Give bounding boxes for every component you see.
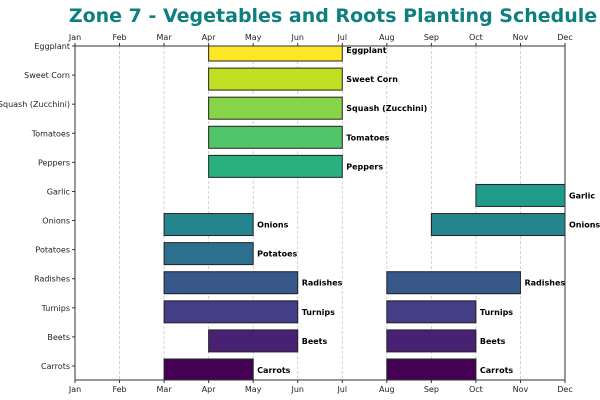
bar-eggplant-0	[208, 46, 343, 62]
bar-label: Sweet Corn	[346, 75, 398, 84]
bar-label: Beets	[480, 337, 506, 346]
x-tick-label-top: Aug	[379, 33, 395, 42]
x-tick-label-top: Apr	[202, 33, 217, 42]
x-tick-label-top: Dec	[557, 33, 572, 42]
bar-onions-1	[430, 213, 565, 237]
x-tick-label-top: Jul	[336, 33, 347, 42]
bar-turnips-1	[386, 300, 477, 324]
bar-beets-1	[386, 329, 477, 353]
bar-squash-zucchini--0	[208, 96, 343, 120]
x-tick-label-bottom: Dec	[557, 385, 572, 394]
x-tick-label-bottom: Nov	[513, 385, 529, 394]
x-tick-label-bottom: Jul	[336, 385, 347, 394]
y-tick-label: Potatoes	[35, 246, 70, 255]
x-tick-label-bottom: Feb	[112, 385, 126, 394]
bar-potatoes-0	[163, 242, 254, 266]
bar-label: Carrots	[480, 366, 513, 375]
x-tick-label-top: Jun	[290, 33, 304, 42]
bar-label: Turnips	[480, 308, 513, 317]
bar-sweet-corn-0	[208, 67, 343, 91]
bar-beets-0	[208, 329, 299, 353]
x-tick-label-bottom: May	[245, 385, 262, 394]
x-tick-label-top: Mar	[157, 33, 173, 42]
x-tick-label-top: Sep	[424, 33, 439, 42]
y-tick-label: Peppers	[38, 158, 70, 167]
bar-label: Carrots	[257, 366, 290, 375]
bar-garlic-0	[475, 183, 565, 207]
bar-label: Onions	[569, 221, 600, 230]
x-tick-label-top: Oct	[469, 33, 483, 42]
y-tick-label: Squash (Zucchini)	[0, 100, 70, 109]
bar-onions-0	[163, 213, 254, 237]
bar-carrots-1	[386, 358, 477, 380]
plot-frame	[74, 45, 566, 381]
bar-label: Onions	[257, 221, 288, 230]
x-tick-label-bottom: Jan	[68, 385, 81, 394]
bar-label: Squash (Zucchini)	[346, 104, 427, 113]
x-tick-label-top: Nov	[513, 33, 529, 42]
bar-label: Eggplant	[346, 46, 386, 55]
y-tick-label: Turnips	[41, 304, 70, 313]
bar-label: Radishes	[302, 279, 343, 288]
y-tick-label: Garlic	[47, 187, 70, 196]
x-tick-label-bottom: Jun	[290, 385, 304, 394]
y-tick-label: Carrots	[41, 362, 70, 371]
chart-title: Zone 7 - Vegetables and Roots Planting S…	[69, 5, 597, 27]
y-tick-label: Beets	[47, 333, 70, 342]
bar-peppers-0	[208, 154, 343, 178]
x-tick-label-top: Feb	[112, 33, 126, 42]
y-tick-label: Sweet Corn	[24, 71, 70, 80]
bar-turnips-0	[163, 300, 299, 324]
bar-tomatoes-0	[208, 125, 343, 149]
x-tick-label-bottom: Mar	[157, 385, 173, 394]
bar-label: Radishes	[524, 279, 565, 288]
bar-label: Potatoes	[257, 250, 297, 259]
bar-carrots-0	[163, 358, 254, 380]
x-tick-label-bottom: Aug	[379, 385, 395, 394]
x-tick-label-bottom: Oct	[469, 385, 483, 394]
bar-label: Garlic	[569, 191, 595, 200]
x-tick-label-bottom: Apr	[202, 385, 217, 394]
y-tick-label: Onions	[42, 217, 70, 226]
y-tick-label: Eggplant	[34, 42, 70, 51]
bar-label: Turnips	[302, 308, 335, 317]
bar-label: Peppers	[346, 162, 383, 171]
x-tick-label-top: Jan	[68, 33, 81, 42]
bar-label: Beets	[302, 337, 328, 346]
bar-radishes-1	[386, 271, 521, 295]
bar-radishes-0	[163, 271, 299, 295]
y-tick-label: Radishes	[34, 275, 70, 284]
bar-label: Tomatoes	[346, 133, 389, 142]
x-tick-label-top: May	[245, 33, 262, 42]
y-tick-label: Tomatoes	[31, 129, 70, 138]
x-tick-label-bottom: Sep	[424, 385, 439, 394]
